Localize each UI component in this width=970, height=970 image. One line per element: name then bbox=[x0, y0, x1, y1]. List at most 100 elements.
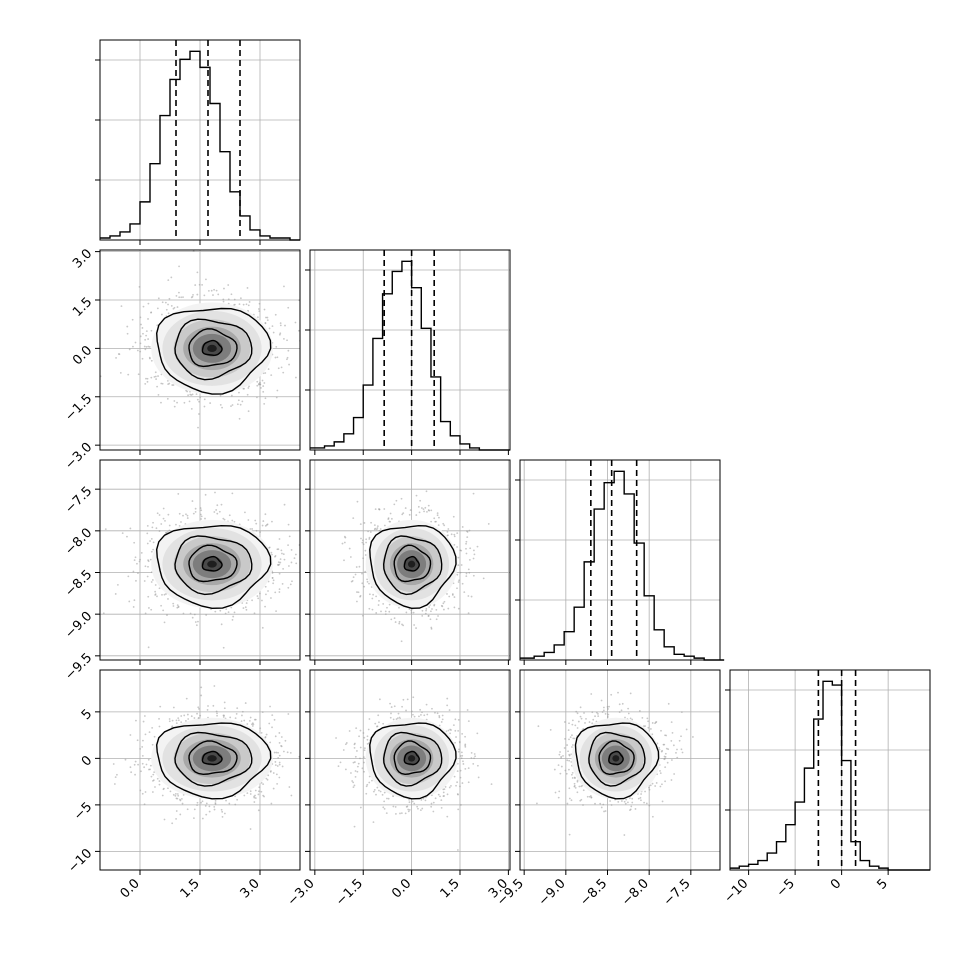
scatter-point bbox=[234, 717, 237, 720]
scatter-point bbox=[353, 825, 356, 828]
scatter-point bbox=[468, 571, 471, 574]
scatter-point bbox=[142, 305, 145, 308]
scatter-point bbox=[188, 400, 191, 403]
scatter-point bbox=[373, 528, 376, 531]
scatter-point bbox=[357, 591, 360, 594]
contour-line-2 bbox=[588, 731, 646, 787]
scatter-point bbox=[199, 507, 202, 509]
scatter-point bbox=[465, 542, 467, 545]
scatter-point bbox=[356, 591, 358, 593]
scatter-point bbox=[264, 513, 267, 516]
scatter-point bbox=[120, 305, 123, 308]
scatter-point bbox=[151, 526, 154, 529]
scatter-point bbox=[146, 575, 149, 578]
scatter-point bbox=[383, 808, 386, 810]
scatter-point bbox=[447, 607, 450, 610]
scatter-point bbox=[274, 764, 277, 767]
scatter-point bbox=[146, 377, 149, 380]
scatter-point bbox=[152, 773, 155, 776]
scatter-point bbox=[452, 724, 455, 727]
scatter-point bbox=[274, 356, 277, 359]
scatter-point bbox=[386, 606, 388, 609]
scatter-point bbox=[412, 696, 415, 699]
scatter-point bbox=[198, 283, 201, 286]
scatter-point bbox=[138, 285, 141, 288]
scatter-point bbox=[676, 756, 679, 759]
scatter-point bbox=[659, 770, 661, 772]
scatter-point bbox=[378, 789, 380, 792]
panel-content bbox=[536, 691, 694, 836]
scatter-point bbox=[273, 751, 276, 754]
scatter-point bbox=[446, 704, 449, 707]
scatter-point bbox=[198, 707, 200, 710]
scatter-point bbox=[670, 721, 673, 724]
scatter-point bbox=[167, 303, 169, 306]
scatter-point bbox=[141, 762, 144, 765]
scatter-point bbox=[270, 597, 272, 599]
scatter-point bbox=[387, 518, 390, 520]
scatter-point bbox=[352, 761, 355, 764]
scatter-point bbox=[167, 312, 170, 315]
scatter-point bbox=[371, 608, 374, 611]
scatter-point bbox=[456, 532, 459, 535]
scatter-point bbox=[371, 779, 373, 782]
scatter-point bbox=[559, 751, 561, 753]
scatter-point bbox=[264, 605, 266, 608]
scatter-point bbox=[225, 608, 228, 611]
scatter-point bbox=[372, 593, 375, 596]
scatter-point bbox=[216, 512, 219, 515]
scatter-point bbox=[253, 801, 256, 803]
scatter-point bbox=[631, 797, 634, 800]
scatter-point bbox=[459, 571, 462, 574]
scatter-point bbox=[666, 761, 669, 764]
scatter-point bbox=[568, 833, 571, 836]
scatter-point bbox=[459, 785, 461, 788]
scatter-point bbox=[641, 716, 644, 719]
scatter-point bbox=[326, 759, 328, 761]
scatter-point bbox=[469, 547, 472, 550]
scatter-point bbox=[155, 378, 157, 380]
scatter-point bbox=[139, 558, 141, 561]
scatter-point bbox=[562, 755, 564, 757]
scatter-point bbox=[425, 608, 428, 610]
scatter-point bbox=[199, 396, 202, 399]
scatter-point bbox=[472, 549, 475, 552]
scatter-point bbox=[395, 499, 398, 502]
scatter-point bbox=[246, 393, 249, 396]
scatter-point bbox=[143, 715, 146, 717]
scatter-point bbox=[172, 384, 175, 386]
scatter-point bbox=[594, 715, 596, 718]
scatter-point bbox=[566, 759, 569, 762]
scatter-point bbox=[172, 793, 175, 796]
histogram-panel-1 bbox=[305, 249, 511, 455]
scatter-point bbox=[153, 735, 156, 738]
scatter-point bbox=[458, 740, 461, 743]
scatter-point bbox=[461, 582, 464, 585]
scatter-point bbox=[231, 618, 234, 621]
scatter-point bbox=[166, 614, 168, 616]
scatter-point bbox=[432, 801, 435, 804]
scatter-point bbox=[223, 701, 226, 704]
contour-line-3 bbox=[369, 524, 457, 610]
scatter-point bbox=[408, 798, 411, 801]
scatter-point bbox=[342, 749, 345, 751]
scatter-point bbox=[359, 595, 361, 598]
scatter-point bbox=[301, 539, 303, 541]
scatter-point bbox=[368, 593, 371, 596]
scatter-point bbox=[437, 524, 440, 527]
scatter-point bbox=[262, 783, 265, 786]
scatter-point bbox=[213, 805, 216, 808]
scatter-point bbox=[259, 381, 261, 384]
scatter-point bbox=[129, 734, 132, 736]
scatter-point bbox=[294, 553, 297, 556]
scatter-point bbox=[457, 556, 460, 559]
scatter-point bbox=[372, 821, 375, 824]
scatter-point bbox=[163, 593, 166, 596]
scatter-point bbox=[254, 797, 257, 799]
scatter-point bbox=[277, 561, 280, 564]
scatter-point bbox=[559, 772, 562, 775]
panel-frame bbox=[729, 669, 931, 871]
scatter-point bbox=[456, 770, 459, 773]
scatter-point bbox=[277, 548, 280, 551]
scatter-point bbox=[275, 773, 278, 776]
